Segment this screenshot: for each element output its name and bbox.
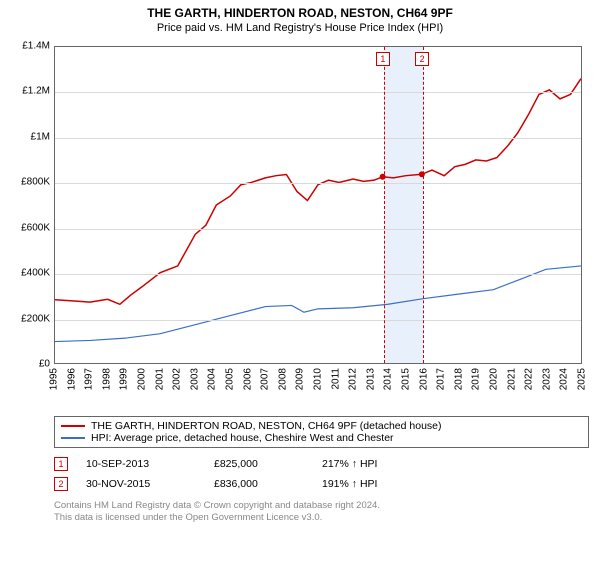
x-tick-label: 2006 — [242, 368, 253, 390]
x-tick-label: 1995 — [49, 368, 60, 390]
x-tick-label: 2017 — [436, 368, 447, 390]
transaction-id-badge: 1 — [54, 457, 68, 471]
x-tick-label: 2024 — [559, 368, 570, 390]
y-tick-label: £0 — [10, 359, 50, 370]
transaction-row: 2 30-NOV-2015 £836,000 191% ↑ HPI — [54, 474, 589, 494]
x-tick-label: 2022 — [524, 368, 535, 390]
gridline — [55, 274, 581, 275]
chart-title: THE GARTH, HINDERTON ROAD, NESTON, CH64 … — [0, 6, 600, 20]
transaction-marker-label: 1 — [376, 52, 390, 66]
transactions-table: 1 10-SEP-2013 £825,000 217% ↑ HPI 2 30-NOV-20… — [54, 454, 589, 494]
gridline — [55, 183, 581, 184]
transaction-date: 10-SEP-2013 — [86, 458, 196, 470]
footer: Contains HM Land Registry data © Crown c… — [54, 500, 590, 525]
y-tick-label: £600K — [10, 222, 50, 233]
legend-item: HPI: Average price, detached house, Ches… — [61, 432, 582, 444]
x-tick-label: 2009 — [295, 368, 306, 390]
x-tick-label: 2016 — [418, 368, 429, 390]
x-tick-label: 1998 — [101, 368, 112, 390]
y-tick-label: £1M — [10, 131, 50, 142]
x-tick-label: 2001 — [154, 368, 165, 390]
y-tick-label: £1.2M — [10, 86, 50, 97]
transaction-pct: 217% ↑ HPI — [322, 458, 432, 470]
series-line-hpi — [55, 266, 581, 342]
transaction-price: £836,000 — [214, 478, 304, 490]
transaction-marker-label: 2 — [415, 52, 429, 66]
x-tick-label: 2012 — [348, 368, 359, 390]
x-tick-label: 1997 — [84, 368, 95, 390]
x-tick-label: 2014 — [383, 368, 394, 390]
chart: £0 £200K £400K £600K £800K £1M £1.2M £1.4M 1995 1… — [10, 42, 590, 412]
x-tick-label: 2008 — [277, 368, 288, 390]
transaction-marker-line — [423, 47, 424, 363]
x-tick-label: 2018 — [453, 368, 464, 390]
x-tick-label: 2019 — [471, 368, 482, 390]
legend-item: THE GARTH, HINDERTON ROAD, NESTON, CH64 … — [61, 420, 582, 432]
x-tick-label: 1996 — [66, 368, 77, 390]
transaction-pct: 191% ↑ HPI — [322, 478, 432, 490]
x-tick-label: 2005 — [225, 368, 236, 390]
gridline — [55, 320, 581, 321]
x-tick-label: 1999 — [119, 368, 130, 390]
x-tick-label: 2002 — [172, 368, 183, 390]
footer-line-1: Contains HM Land Registry data © Crown c… — [54, 500, 590, 512]
x-tick-label: 2025 — [577, 368, 588, 390]
legend-label: HPI: Average price, detached house, Ches… — [91, 432, 394, 444]
plot-area — [54, 46, 582, 364]
gridline — [55, 92, 581, 93]
footer-line-2: This data is licensed under the Open Gov… — [54, 512, 590, 524]
gridline — [55, 138, 581, 139]
x-tick-label: 2007 — [260, 368, 271, 390]
y-tick-label: £400K — [10, 268, 50, 279]
transaction-row: 1 10-SEP-2013 £825,000 217% ↑ HPI — [54, 454, 589, 474]
x-tick-label: 2011 — [330, 368, 341, 390]
y-tick-label: £800K — [10, 177, 50, 188]
y-tick-label: £200K — [10, 313, 50, 324]
x-tick-label: 2010 — [313, 368, 324, 390]
transaction-marker-line — [384, 47, 385, 363]
y-tick-label: £1.4M — [10, 41, 50, 52]
legend-label: THE GARTH, HINDERTON ROAD, NESTON, CH64 … — [91, 420, 442, 432]
transaction-price: £825,000 — [214, 458, 304, 470]
legend-swatch — [61, 425, 85, 427]
series-line-price_paid — [55, 79, 581, 305]
x-tick-label: 2023 — [541, 368, 552, 390]
x-tick-label: 2015 — [401, 368, 412, 390]
x-tick-label: 2000 — [137, 368, 148, 390]
legend-swatch — [61, 437, 85, 439]
gridline — [55, 229, 581, 230]
legend: THE GARTH, HINDERTON ROAD, NESTON, CH64 … — [54, 416, 589, 448]
transaction-id-badge: 2 — [54, 477, 68, 491]
transaction-date: 30-NOV-2015 — [86, 478, 196, 490]
x-tick-label: 2021 — [506, 368, 517, 390]
chart-subtitle: Price paid vs. HM Land Registry's House … — [0, 22, 600, 34]
x-tick-label: 2003 — [189, 368, 200, 390]
x-tick-label: 2020 — [489, 368, 500, 390]
chart-svg — [55, 47, 581, 363]
x-tick-label: 2004 — [207, 368, 218, 390]
x-tick-label: 2013 — [365, 368, 376, 390]
